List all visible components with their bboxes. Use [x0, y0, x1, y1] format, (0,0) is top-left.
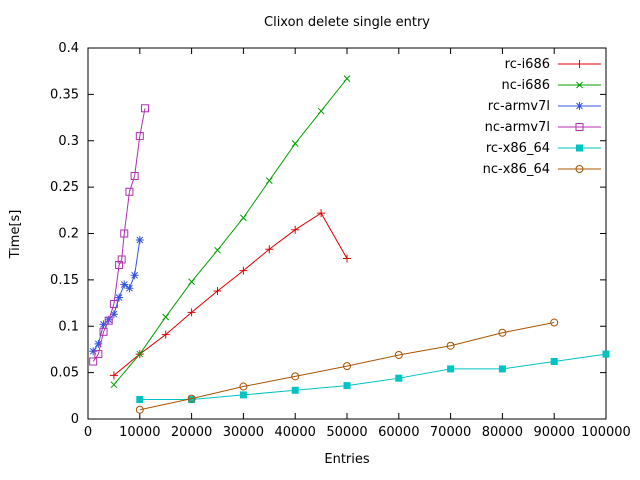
svg-text:80000: 80000	[482, 425, 523, 440]
svg-text:0.05: 0.05	[50, 366, 79, 381]
svg-text:90000: 90000	[534, 425, 575, 440]
svg-text:0.2: 0.2	[58, 227, 79, 242]
svg-text:0: 0	[84, 425, 92, 440]
series-rc-x86_64	[136, 350, 610, 404]
svg-text:30000: 30000	[223, 425, 264, 440]
svg-text:rc-i686: rc-i686	[505, 57, 550, 72]
svg-text:0.35: 0.35	[50, 87, 79, 102]
svg-text:100000: 100000	[581, 425, 631, 440]
svg-text:20000: 20000	[171, 425, 212, 440]
svg-text:nc-armv7l: nc-armv7l	[485, 120, 550, 135]
series-rc-armv7l	[89, 235, 144, 356]
chart-title: Clixon delete single entry	[264, 15, 430, 30]
svg-text:10000: 10000	[119, 425, 160, 440]
svg-text:0.25: 0.25	[50, 180, 79, 195]
series-nc-i686	[110, 75, 351, 389]
svg-text:0.3: 0.3	[58, 134, 79, 149]
svg-text:rc-armv7l: rc-armv7l	[488, 99, 550, 114]
axes: 0 10000 20000 30000 40000 50000 60000 70000 8000…	[50, 41, 631, 440]
x-axis-label: Entries	[324, 452, 370, 467]
series-nc-x86_64	[135, 318, 559, 414]
legend: rc-i686 nc-i686 rc-armv7l nc-armv7l rc-x86_6…	[483, 57, 601, 177]
svg-text:40000: 40000	[275, 425, 316, 440]
svg-text:50000: 50000	[326, 425, 367, 440]
svg-text:0.4: 0.4	[58, 41, 79, 56]
svg-text:70000: 70000	[430, 425, 471, 440]
svg-text:0.1: 0.1	[58, 319, 79, 334]
svg-text:0: 0	[71, 412, 79, 427]
svg-text:nc-x86_64: nc-x86_64	[483, 162, 550, 177]
svg-text:rc-x86_64: rc-x86_64	[486, 141, 550, 156]
svg-text:0.15: 0.15	[50, 273, 79, 288]
series-rc-i686	[109, 209, 351, 380]
svg-text:nc-i686: nc-i686	[501, 78, 550, 93]
series-nc-armv7l	[89, 104, 149, 366]
svg-text:60000: 60000	[378, 425, 419, 440]
